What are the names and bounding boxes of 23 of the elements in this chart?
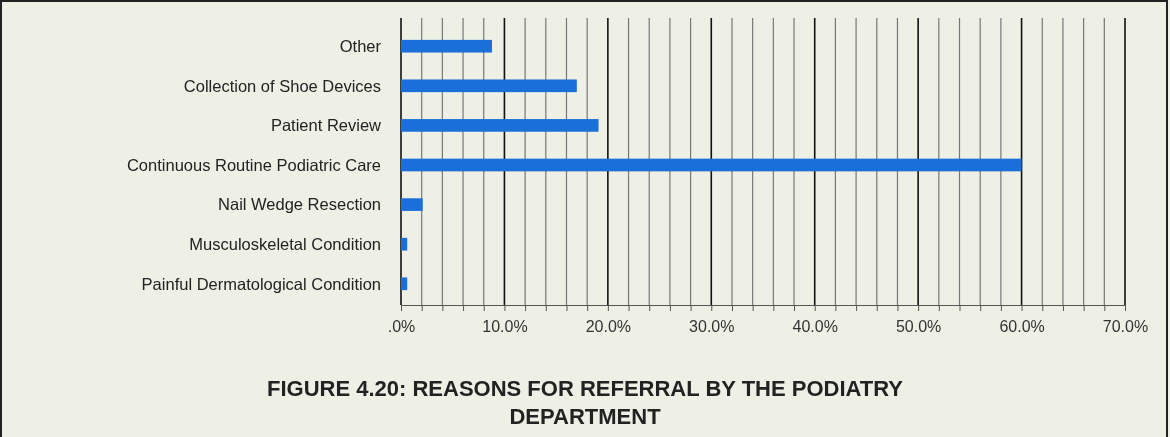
x-tick-label: 10.0% xyxy=(482,318,528,336)
x-tick-label: 60.0% xyxy=(999,318,1045,336)
bar xyxy=(401,158,1022,172)
y-tick-label: Musculoskeletal Condition xyxy=(189,234,381,253)
bar xyxy=(401,39,493,53)
x-tick-label: 40.0% xyxy=(792,318,838,336)
y-tick-label: Nail Wedge Resection xyxy=(218,195,381,214)
y-tick-label: Continuous Routine Podiatric Care xyxy=(126,155,381,174)
x-tick-label: 20.0% xyxy=(585,318,632,336)
x-tick-label: 50.0% xyxy=(895,318,942,336)
bar xyxy=(401,277,408,291)
x-tick-label: 30.0% xyxy=(689,318,735,336)
y-tick-label: Patient Review xyxy=(270,116,382,135)
bar xyxy=(401,79,577,93)
y-tick-label: Other xyxy=(339,36,382,55)
bar xyxy=(401,237,408,251)
y-tick-label: Painful Dermatological Condition xyxy=(141,274,381,293)
y-tick-label: Collection of Shoe Devices xyxy=(183,76,381,95)
text: FIGURE 4.20: REASONS FOR REFERRAL BY THE PODIATRY DEPARTMENT xyxy=(266,376,904,429)
bar xyxy=(401,198,423,211)
x-tick-label: .0% xyxy=(387,318,416,336)
bar xyxy=(401,119,599,132)
x-tick-label: 70.0% xyxy=(1102,318,1149,336)
